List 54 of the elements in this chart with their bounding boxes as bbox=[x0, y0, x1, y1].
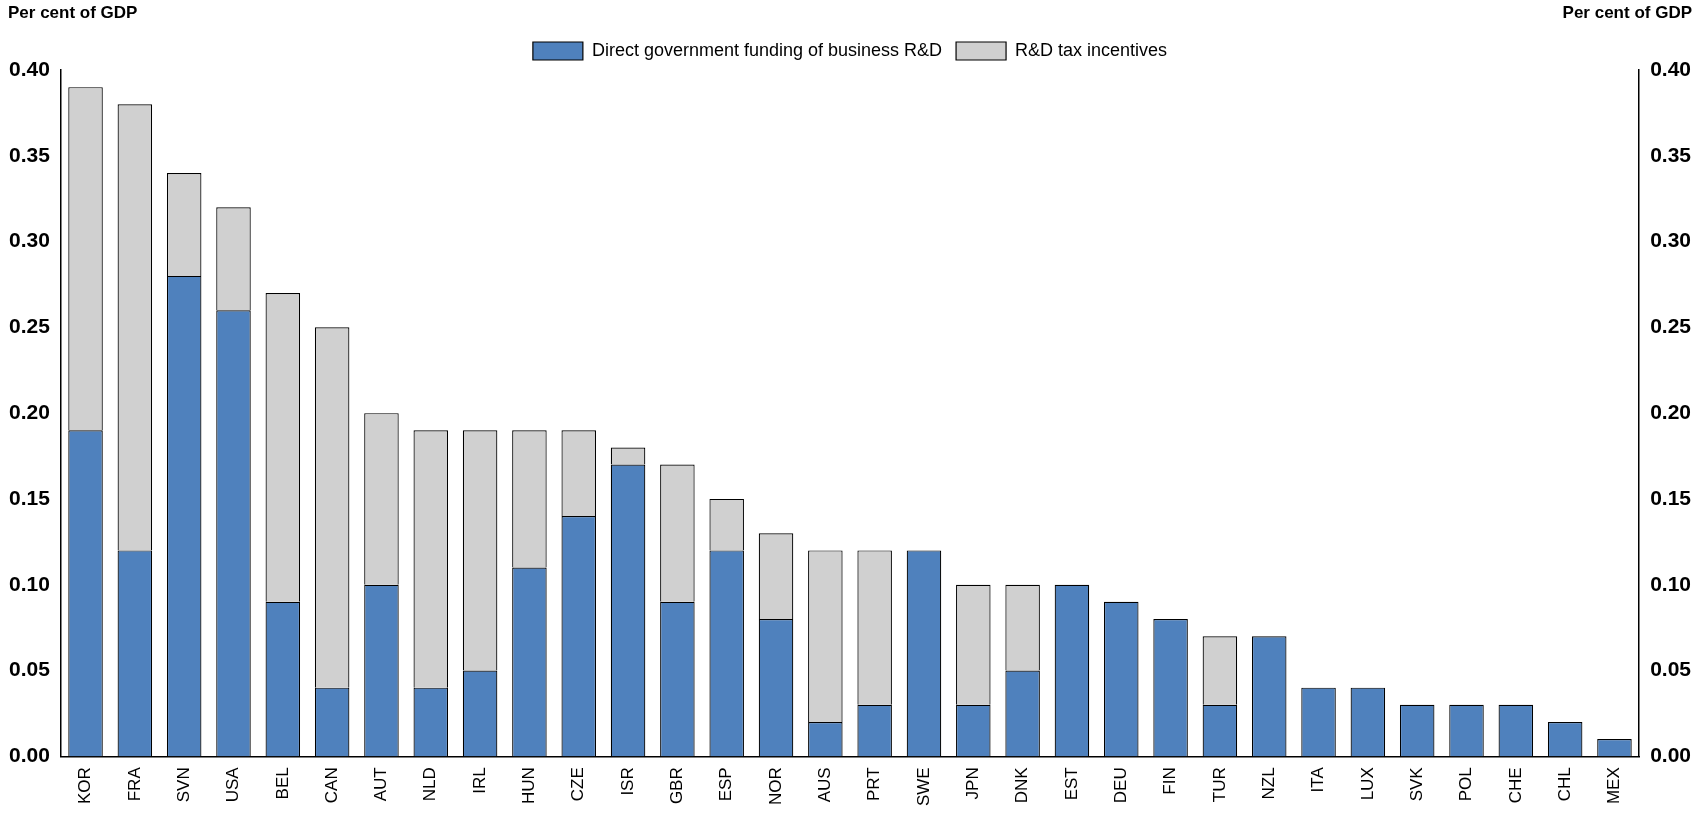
y2-tick-label: 0.40 bbox=[1650, 56, 1691, 80]
y2-axis-title: Per cent of GDP bbox=[1562, 3, 1692, 23]
x-tick-label: DNK bbox=[1012, 766, 1032, 804]
y2-tick-label: 0.10 bbox=[1650, 571, 1691, 595]
x-tick-label: GBR bbox=[667, 767, 687, 805]
y2-tick-label: 0.35 bbox=[1650, 142, 1692, 166]
x-tick-label: DEU bbox=[1110, 767, 1130, 804]
x-tick-label: NZL bbox=[1258, 767, 1278, 800]
x-tick-label: MEX bbox=[1604, 767, 1624, 805]
y-tick-label: 0.20 bbox=[9, 399, 50, 423]
y-tick-label: 0.05 bbox=[9, 657, 51, 681]
y-tick-label: 0.35 bbox=[9, 142, 51, 166]
x-tick-label: NOR bbox=[765, 767, 785, 806]
x-tick-label: BEL bbox=[272, 767, 292, 800]
x-tick-label: JPN bbox=[962, 767, 982, 800]
legend-label: R&D tax incentives bbox=[1015, 39, 1168, 60]
y2-tick-label: 0.20 bbox=[1650, 399, 1691, 423]
y2-tick-label: 0.00 bbox=[1650, 743, 1691, 767]
y2-tick-label: 0.05 bbox=[1650, 657, 1692, 681]
x-tick-label: NLD bbox=[420, 767, 440, 802]
x-tick-label: POL bbox=[1456, 767, 1476, 802]
y-axis-title: Per cent of GDP bbox=[8, 3, 138, 23]
x-tick-label: EST bbox=[1061, 767, 1081, 801]
x-tick-label: USA bbox=[223, 766, 243, 803]
x-tick-label: LUX bbox=[1357, 767, 1377, 801]
x-tick-label: CZE bbox=[568, 767, 588, 802]
x-tick-label: SWE bbox=[913, 767, 933, 807]
x-tick-label: FIN bbox=[1160, 767, 1180, 795]
y-tick-label: 0.30 bbox=[9, 228, 50, 252]
x-tick-label: HUN bbox=[519, 767, 539, 805]
y-tick-label: 0.15 bbox=[9, 485, 51, 509]
x-tick-label: AUT bbox=[371, 767, 391, 802]
y-tick-label: 0.40 bbox=[9, 56, 50, 80]
x-tick-label: FRA bbox=[124, 766, 144, 802]
x-tick-label: CHL bbox=[1554, 767, 1574, 802]
y2-tick-label: 0.30 bbox=[1650, 228, 1691, 252]
x-tick-label: CHE bbox=[1505, 767, 1525, 804]
y2-tick-label: 0.25 bbox=[1650, 314, 1692, 338]
x-tick-label: SVN bbox=[173, 767, 193, 803]
x-tick-label: ITA bbox=[1308, 766, 1328, 793]
y-tick-label: 0.10 bbox=[9, 571, 50, 595]
x-tick-label: SVK bbox=[1406, 766, 1426, 802]
x-tick-label: KOR bbox=[75, 767, 95, 805]
y-tick-label: 0.00 bbox=[9, 743, 50, 767]
x-tick-label: ISR bbox=[617, 767, 637, 796]
x-tick-label: AUS bbox=[815, 767, 835, 803]
x-tick-label: PRT bbox=[864, 767, 884, 801]
x-tick-label: CAN bbox=[321, 767, 341, 804]
y-tick-label: 0.25 bbox=[9, 314, 51, 338]
x-tick-label: ESP bbox=[716, 767, 736, 802]
x-tick-label: TUR bbox=[1209, 767, 1229, 803]
legend-label: Direct government funding of business R&D bbox=[591, 39, 943, 60]
y2-tick-label: 0.15 bbox=[1650, 485, 1692, 509]
x-tick-label: IRL bbox=[469, 767, 489, 794]
